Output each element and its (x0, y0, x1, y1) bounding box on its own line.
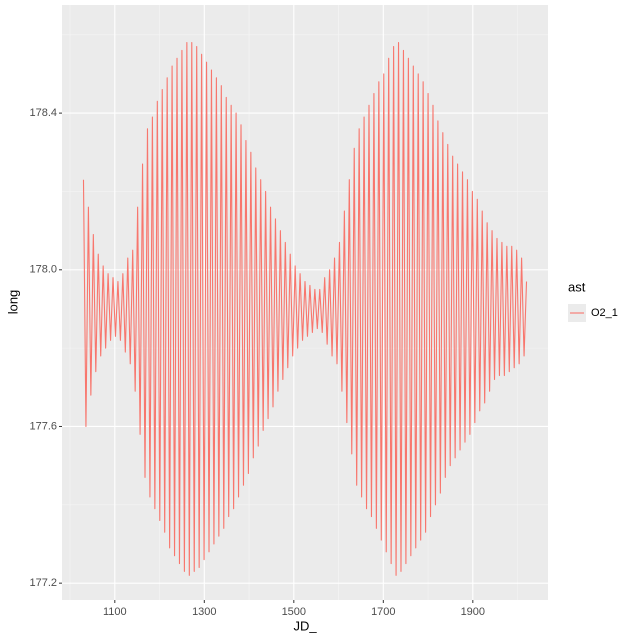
x-tick-label: 1900 (461, 606, 485, 618)
x-tick-label: 1100 (103, 606, 127, 618)
legend-title: ast (568, 279, 586, 294)
y-tick-label: 178.0 (29, 264, 57, 276)
x-tick-label: 1500 (282, 606, 306, 618)
legend-label: O2_1 (591, 307, 618, 319)
y-tick-label: 177.2 (29, 577, 57, 589)
x-tick-label: 1300 (192, 606, 216, 618)
x-axis-title: JD_ (293, 618, 317, 633)
y-tick-label: 177.6 (29, 420, 57, 432)
x-tick-label: 1700 (371, 606, 395, 618)
y-tick-label: 178.4 (29, 107, 57, 119)
panel (62, 5, 548, 600)
y-axis-title: long (5, 290, 20, 315)
series-line (82, 42, 528, 576)
